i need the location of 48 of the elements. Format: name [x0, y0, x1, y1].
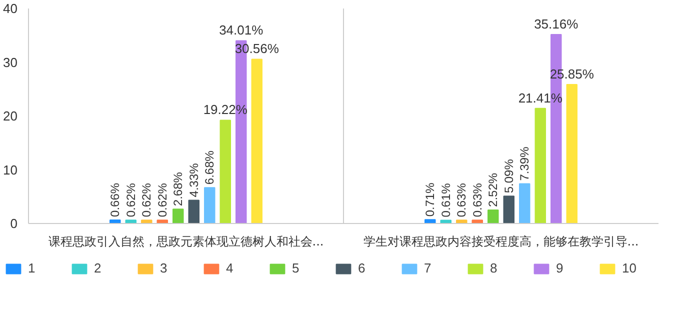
- bar: [519, 183, 530, 224]
- data-label: 0.63%: [470, 182, 484, 218]
- legend-label: 10: [622, 260, 638, 276]
- data-label: 0.62%: [140, 182, 154, 218]
- bar: [503, 196, 514, 224]
- data-label: 0.63%: [454, 182, 469, 218]
- legend-label: 8: [490, 260, 498, 276]
- bar: [220, 120, 231, 224]
- bar: [204, 187, 216, 224]
- legend-label: 4: [226, 260, 234, 276]
- bar: [188, 200, 200, 224]
- data-label: 4.33%: [186, 162, 201, 198]
- bar: [125, 220, 136, 224]
- data-label: 0.71%: [423, 182, 438, 217]
- bar: [172, 208, 184, 224]
- data-label: 0.66%: [108, 182, 122, 217]
- legend-label: 5: [292, 260, 300, 276]
- y-tick-label: 30: [3, 54, 18, 70]
- data-label: 2.68%: [171, 172, 186, 206]
- y-tick-label: 40: [3, 1, 18, 16]
- data-label: 35.16%: [534, 16, 579, 32]
- bar: [534, 108, 546, 224]
- legend-label: 3: [160, 260, 168, 276]
- legend-label: 1: [28, 260, 36, 276]
- data-label: 2.52%: [486, 172, 500, 207]
- data-label: 7.39%: [518, 146, 532, 181]
- y-tick-label: 0: [10, 216, 18, 231]
- data-label: 0.62%: [155, 182, 170, 218]
- legend-label: 2: [94, 260, 102, 276]
- data-label: 34.01%: [219, 22, 264, 38]
- bar: [251, 58, 262, 224]
- legend-label: 9: [556, 260, 564, 276]
- bar: [141, 220, 152, 224]
- legend-label: 6: [358, 260, 366, 276]
- y-tick-label: 10: [3, 162, 18, 178]
- bar: [156, 220, 168, 224]
- x-tick-label: 课程思政引入自然，思政元素体现立德树人和社会...: [48, 234, 324, 248]
- bar: [440, 220, 452, 224]
- data-label: 6.68%: [202, 150, 217, 185]
- legend-label: 7: [424, 260, 432, 276]
- y-tick-label: 20: [3, 108, 18, 124]
- data-label: 0.61%: [438, 182, 453, 218]
- bar: [566, 84, 578, 224]
- bar: [424, 219, 436, 224]
- x-tick-label: 学生对课程思政内容接受程度高，能够在教学引导...: [363, 234, 639, 248]
- bar: [488, 209, 499, 224]
- data-label: 0.62%: [124, 182, 138, 218]
- data-label: 5.09%: [502, 158, 516, 194]
